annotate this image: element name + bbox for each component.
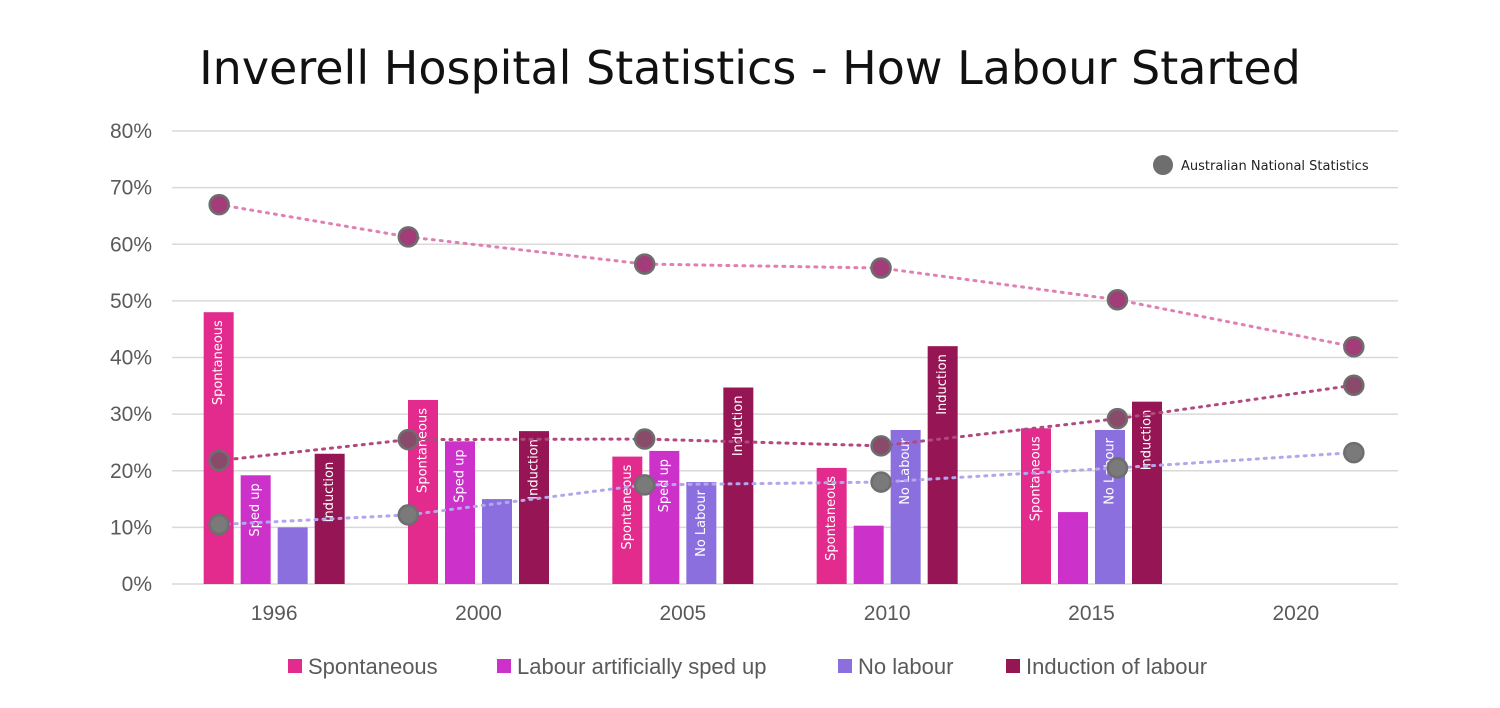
national-legend-dot: [1153, 155, 1173, 175]
x-tick-label: 1996: [251, 602, 298, 625]
national-dot: [208, 513, 230, 536]
national-dot: [633, 253, 656, 275]
bar-label: Induction: [1140, 410, 1155, 471]
bar: [482, 499, 512, 584]
bar-label: Sped up: [453, 449, 468, 502]
y-tick-label: 10%: [110, 516, 152, 539]
bar: [1132, 401, 1162, 584]
national-dot: [1106, 457, 1129, 479]
grid: [172, 130, 1398, 585]
national-dot: [870, 257, 892, 279]
x-tick-label: 2010: [864, 602, 911, 625]
bar-label: No Labour: [694, 489, 709, 556]
legend-label: Spontaneous: [308, 654, 438, 679]
national-dot: [208, 193, 230, 216]
bar: [649, 450, 680, 584]
bar: [853, 525, 884, 584]
national-dot: [397, 428, 420, 451]
bar-label: No Labour: [898, 437, 913, 504]
legend-swatch: [1006, 659, 1020, 673]
chart-title: Inverell Hospital Statistics - How Labou…: [199, 41, 1301, 95]
bar: [816, 467, 847, 584]
bar-label: Spontaneous: [1029, 436, 1044, 521]
bar-label: Spontaneous: [211, 320, 226, 405]
legend-swatch: [288, 659, 302, 673]
national-lines: [208, 193, 1365, 536]
x-tick-label: 2015: [1068, 602, 1115, 625]
bar-label: Induction: [322, 462, 337, 523]
national-dot: [633, 474, 656, 496]
bar: [1095, 429, 1125, 584]
bar-label: Spontaneous: [416, 408, 431, 493]
y-tick-label: 40%: [110, 347, 152, 370]
legend-swatch: [838, 659, 852, 673]
legend-label: Induction of labour: [1026, 654, 1207, 679]
bar: [686, 482, 717, 584]
bar-label: Spontaneous: [620, 464, 635, 549]
bar: [240, 475, 271, 584]
bar: [1058, 512, 1088, 584]
x-tick-label: 2020: [1272, 602, 1319, 625]
bar: [519, 431, 549, 584]
y-tick-label: 20%: [110, 460, 152, 483]
legend-label: Labour artificially sped up: [517, 654, 766, 679]
x-axis-ticks: 1996 2000 2005 2010 2015 2020: [251, 602, 1319, 625]
bar-label: Induction: [935, 354, 950, 415]
x-tick-label: 2005: [659, 602, 706, 625]
y-tick-label: 50%: [110, 290, 152, 313]
national-dot: [1343, 441, 1365, 464]
national-legend: Australian National Statistics: [1153, 155, 1369, 175]
bar: [723, 387, 754, 584]
bar: [445, 441, 475, 584]
national-dot: [208, 449, 230, 472]
national-dot: [1106, 288, 1129, 311]
national-line: [217, 203, 1356, 349]
national-dot: [397, 504, 420, 526]
national-dot: [1106, 407, 1129, 430]
y-tick-label: 80%: [110, 120, 152, 143]
y-tick-label: 0%: [122, 573, 152, 596]
bar: [277, 527, 308, 584]
y-tick-label: 30%: [110, 403, 152, 426]
bar: [203, 312, 234, 584]
legend-label: No labour: [858, 654, 953, 679]
bar-label: Induction: [731, 396, 746, 457]
x-tick-label: 2000: [455, 602, 502, 625]
bar: [927, 346, 958, 584]
national-dot: [397, 226, 420, 248]
national-dot: [1343, 335, 1365, 358]
legend-swatch: [497, 659, 511, 673]
bar-label: Induction: [527, 439, 542, 500]
y-tick-label: 60%: [110, 233, 152, 256]
bar: [1021, 428, 1051, 584]
national-legend-label: Australian National Statistics: [1181, 159, 1369, 174]
y-axis-ticks: 0% 10% 20% 30% 40% 50% 60% 70% 80%: [110, 120, 152, 596]
national-dot: [1343, 374, 1365, 396]
y-tick-label: 70%: [110, 177, 152, 200]
bar: [890, 429, 921, 584]
bar-label: Spontaneous: [824, 476, 839, 561]
bar-label: Sped up: [248, 483, 263, 536]
national-line: [217, 383, 1356, 463]
national-dot: [633, 428, 656, 450]
national-dot: [870, 471, 892, 493]
national-line: [217, 451, 1356, 527]
bars: Spontaneous Sped up Induction Spontaneous Sp…: [203, 312, 1162, 584]
legend: Spontaneous Labour artificially sped up No…: [288, 654, 1207, 679]
national-dot: [870, 435, 892, 457]
